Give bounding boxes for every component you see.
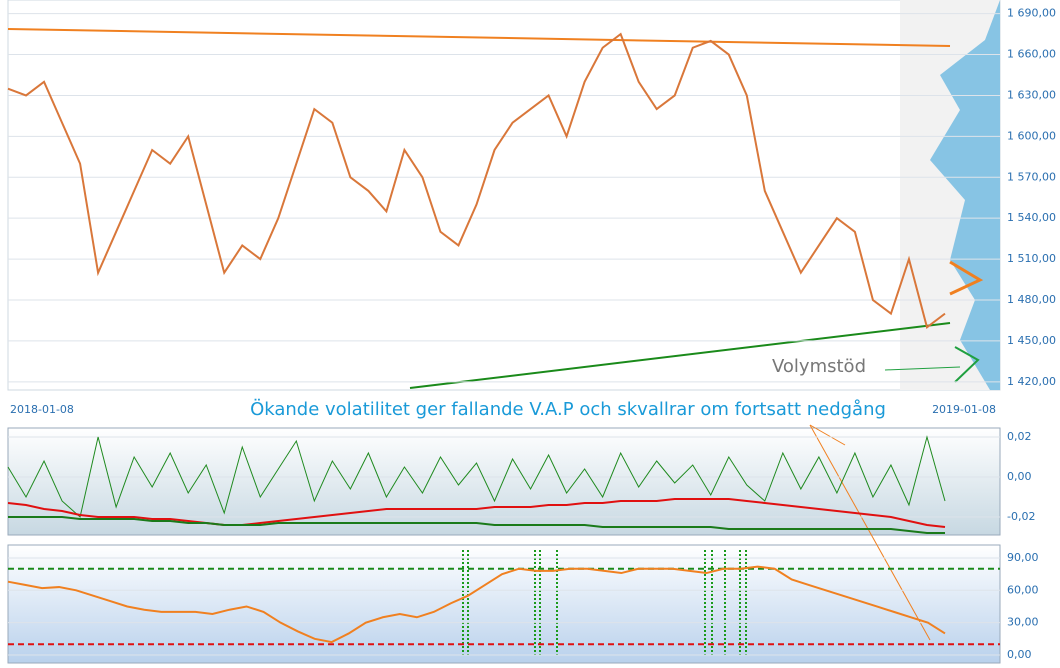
y-tick-label: 1 540,00 [1007,211,1056,224]
series-line [7,498,946,528]
annotation: Ökande volatilitet ger fallande V.A.P oc… [250,398,886,420]
series-line [8,516,945,534]
series-line [7,32,946,329]
pointer [809,424,846,446]
panel [7,544,1001,664]
y-tick-label: 0,02 [1007,430,1032,443]
annotation: Volymstöd [772,356,866,377]
y-tick-label: 1 420,00 [1007,375,1056,388]
y-tick-label: 0,00 [1007,470,1032,483]
y-tick-label: 30,00 [1007,616,1039,629]
panel [7,0,1001,391]
date-label: 2019-01-08 [932,403,996,416]
pointer [884,366,961,371]
series-line [7,435,946,518]
pointer [809,424,931,641]
y-tick-label: 0,00 [1007,648,1032,661]
y-tick-label: 1 690,00 [1007,7,1056,20]
series-line [7,565,946,644]
y-tick-label: -0,02 [1007,510,1035,523]
y-tick-label: 1 450,00 [1007,334,1056,347]
date-label: 2018-01-08 [10,403,74,416]
support-line [409,322,951,389]
y-tick-label: 1 570,00 [1007,170,1056,183]
y-tick-label: 90,00 [1007,551,1039,564]
y-tick-label: 1 510,00 [1007,252,1056,265]
arrow [954,346,980,383]
y-tick-label: 1 480,00 [1007,293,1056,306]
y-tick-label: 1 600,00 [1007,129,1056,142]
y-tick-label: 1 630,00 [1007,88,1056,101]
volume-profile [930,0,1000,390]
y-tick-label: 60,00 [1007,583,1039,596]
resistance-line [7,28,951,47]
y-tick-label: 1 660,00 [1007,48,1056,61]
arrow [949,260,984,296]
